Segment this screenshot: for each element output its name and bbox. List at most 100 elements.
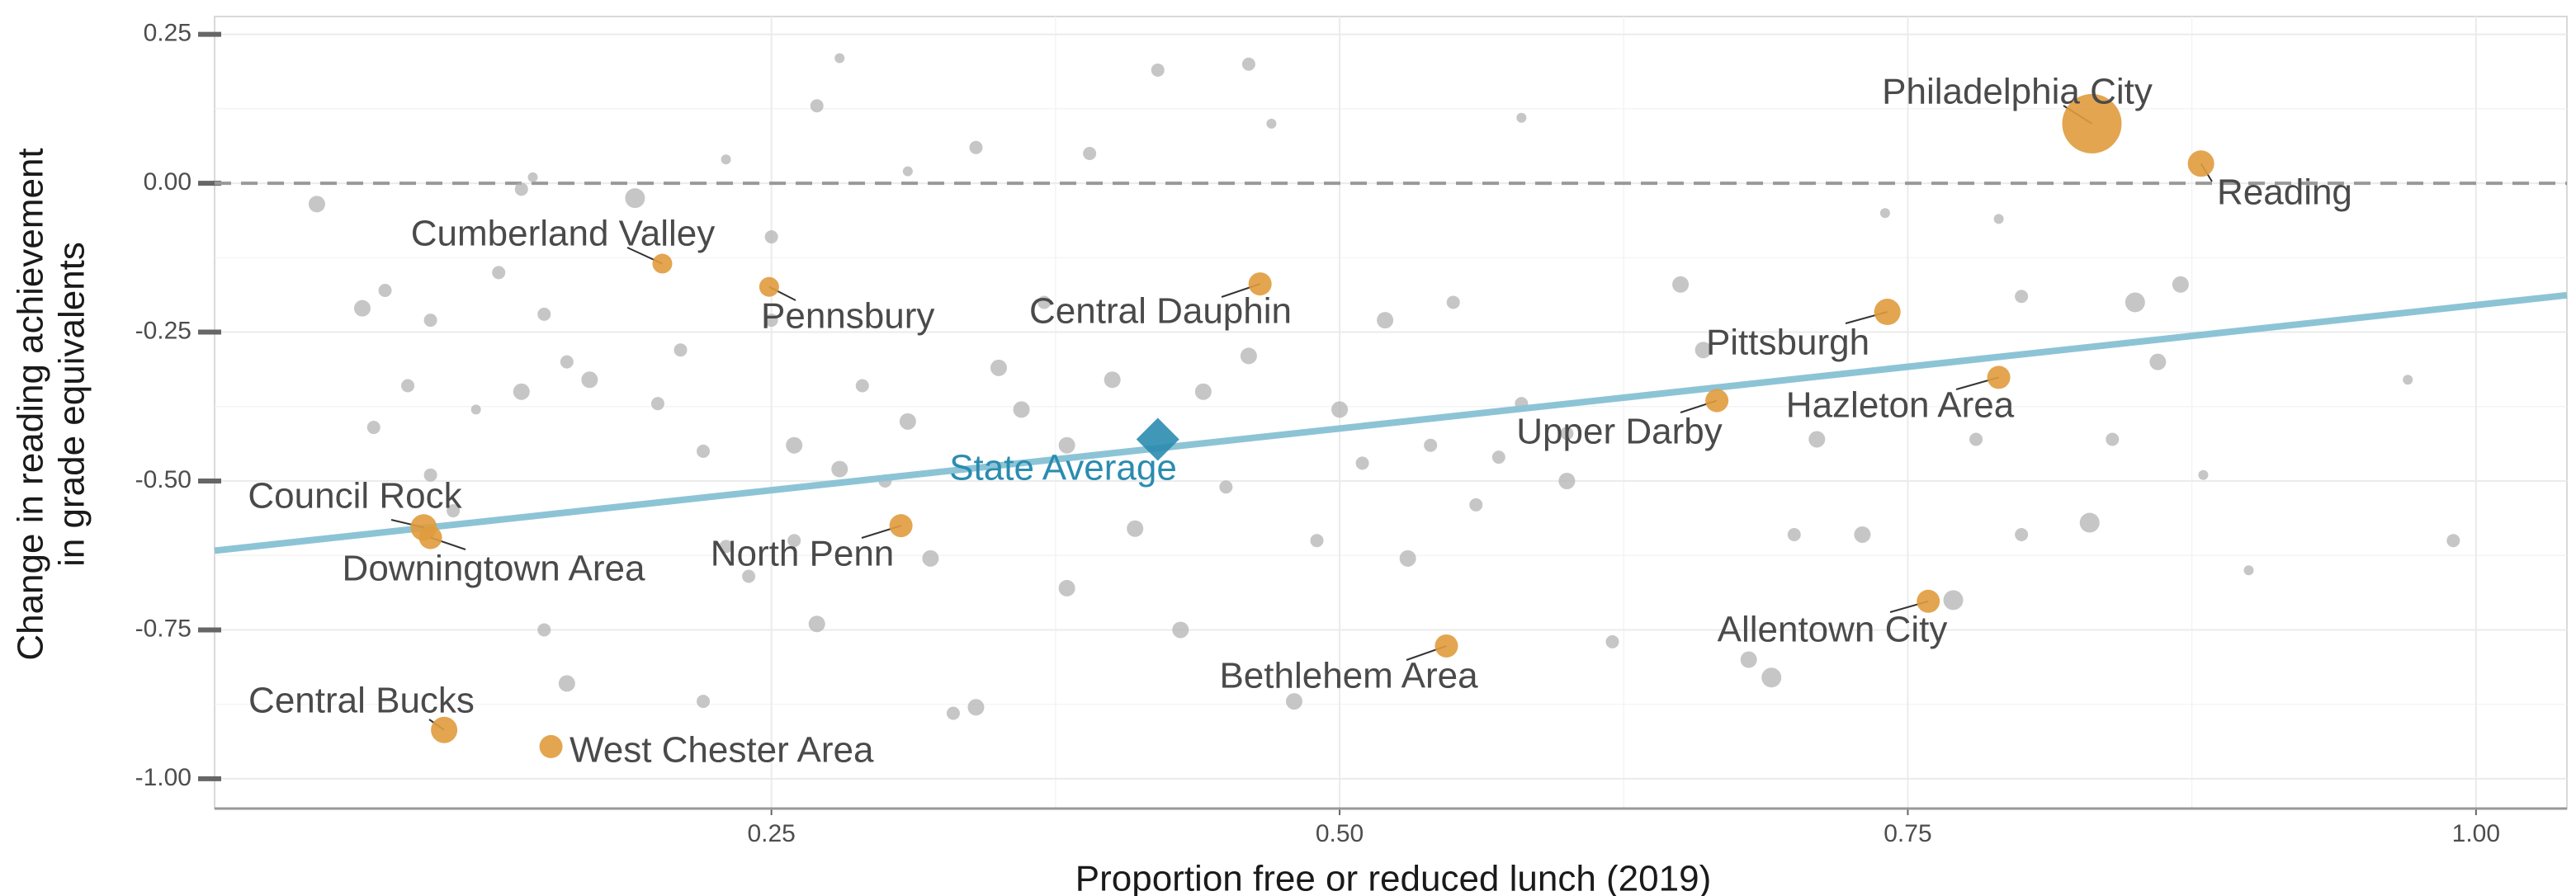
district-point — [1808, 431, 1826, 448]
district-point — [1672, 276, 1690, 293]
point-label: Downingtown Area — [343, 549, 645, 589]
highlight-point — [1435, 634, 1458, 658]
x-axis-title: Proportion free or reduced lunch (2019) — [1075, 859, 1711, 896]
y-tick-label: -0.25 — [135, 317, 191, 344]
x-tick-label: 1.00 — [2452, 820, 2500, 847]
district-point — [1172, 621, 1189, 639]
highlight-point — [1917, 589, 1940, 613]
highlight-point — [2062, 93, 2122, 153]
district-point — [719, 540, 733, 554]
point-label: Central Dauphin — [1029, 291, 1292, 332]
highlight-point — [1705, 389, 1729, 413]
highlight-point — [431, 716, 458, 743]
district-point — [922, 549, 939, 567]
point-label: North Penn — [711, 534, 895, 574]
district-point — [1151, 63, 1165, 77]
district-point — [899, 413, 916, 430]
district-point — [969, 140, 983, 154]
district-point — [1993, 214, 2004, 224]
district-point — [2403, 375, 2413, 385]
district-point — [447, 504, 461, 518]
district-point — [366, 421, 380, 435]
district-point — [1761, 667, 1782, 688]
district-point — [401, 379, 415, 393]
district-point — [902, 166, 913, 177]
district-point — [1469, 498, 1483, 512]
district-point — [946, 706, 960, 720]
district-point — [742, 569, 756, 583]
district-point — [834, 53, 845, 64]
district-point — [1694, 342, 1712, 359]
district-point — [674, 343, 688, 357]
plot-panel — [214, 16, 2568, 809]
district-point — [581, 371, 598, 389]
district-point — [308, 196, 325, 213]
district-point — [2198, 469, 2209, 480]
district-point — [787, 534, 801, 548]
district-point — [1943, 590, 1964, 611]
district-point — [1058, 436, 1075, 454]
district-point — [1740, 651, 1757, 668]
district-point — [1854, 526, 1871, 543]
point-label: West Chester Area — [570, 730, 874, 771]
y-axis-title: Change in reading achievement — [11, 148, 51, 660]
district-point — [2015, 290, 2029, 304]
highlight-point — [1248, 272, 1272, 296]
district-point — [764, 314, 778, 328]
district-point — [1310, 534, 1324, 548]
district-point — [831, 460, 848, 478]
highlight-point — [418, 526, 442, 549]
highlight-point — [1987, 365, 2011, 389]
district-point — [721, 154, 731, 165]
y-axis-title: in grade equivalents — [52, 242, 92, 567]
district-point — [2106, 432, 2120, 446]
district-point — [2149, 353, 2167, 370]
district-point — [1491, 450, 1505, 465]
district-point — [808, 615, 825, 633]
district-point — [2015, 527, 2029, 541]
district-point — [423, 314, 437, 328]
district-point — [514, 182, 528, 196]
district-point — [1355, 456, 1369, 470]
district-point — [764, 230, 778, 244]
district-point — [1446, 295, 1460, 309]
district-point — [1787, 527, 1801, 541]
point-label: Council Rock — [248, 476, 462, 516]
district-point — [1013, 401, 1030, 418]
district-point — [990, 359, 1007, 376]
district-point — [527, 172, 538, 182]
district-point — [1879, 208, 1890, 219]
district-point — [537, 307, 551, 321]
district-point — [1194, 383, 1212, 400]
district-point — [2125, 292, 2145, 313]
district-point — [1558, 473, 1576, 490]
district-point — [1240, 347, 1257, 365]
district-point — [1219, 480, 1233, 494]
district-point — [1377, 312, 1394, 329]
y-tick-label: -0.75 — [135, 615, 191, 642]
district-point — [1560, 427, 1574, 441]
district-point — [2243, 565, 2254, 576]
district-point — [1424, 438, 1438, 452]
district-point — [697, 695, 711, 709]
point-label: Reading — [2217, 172, 2352, 213]
district-point — [1285, 693, 1302, 710]
district-point — [558, 675, 575, 692]
point-label: Philadelphia City — [1882, 72, 2153, 112]
district-point — [2079, 512, 2100, 533]
y-tick-label: -1.00 — [135, 764, 191, 791]
district-point — [513, 383, 530, 400]
point-label: Cumberland Valley — [411, 214, 715, 254]
district-point — [1399, 549, 1416, 567]
highlight-point — [889, 514, 913, 538]
district-point — [1516, 112, 1527, 123]
district-point — [2172, 276, 2189, 293]
point-label: Upper Darby — [1516, 412, 1722, 452]
highlight-point — [1874, 299, 1901, 326]
district-point — [1241, 57, 1255, 71]
district-point — [1969, 432, 1983, 446]
state-average-label: State Average — [949, 448, 1177, 488]
highlight-point — [759, 276, 779, 297]
